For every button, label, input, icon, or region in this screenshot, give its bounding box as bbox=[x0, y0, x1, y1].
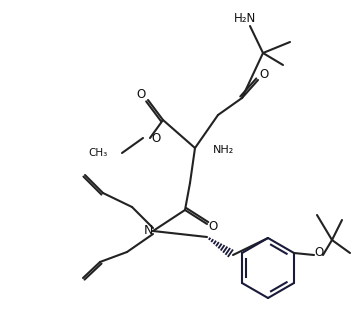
Text: N: N bbox=[143, 225, 153, 238]
Text: O: O bbox=[151, 133, 161, 146]
Text: CH₃: CH₃ bbox=[89, 148, 108, 158]
Text: H₂N: H₂N bbox=[234, 11, 256, 24]
Text: O: O bbox=[136, 88, 145, 101]
Text: O: O bbox=[208, 220, 218, 233]
Text: NH₂: NH₂ bbox=[213, 145, 234, 155]
Text: O: O bbox=[314, 246, 323, 259]
Text: O: O bbox=[259, 68, 269, 81]
